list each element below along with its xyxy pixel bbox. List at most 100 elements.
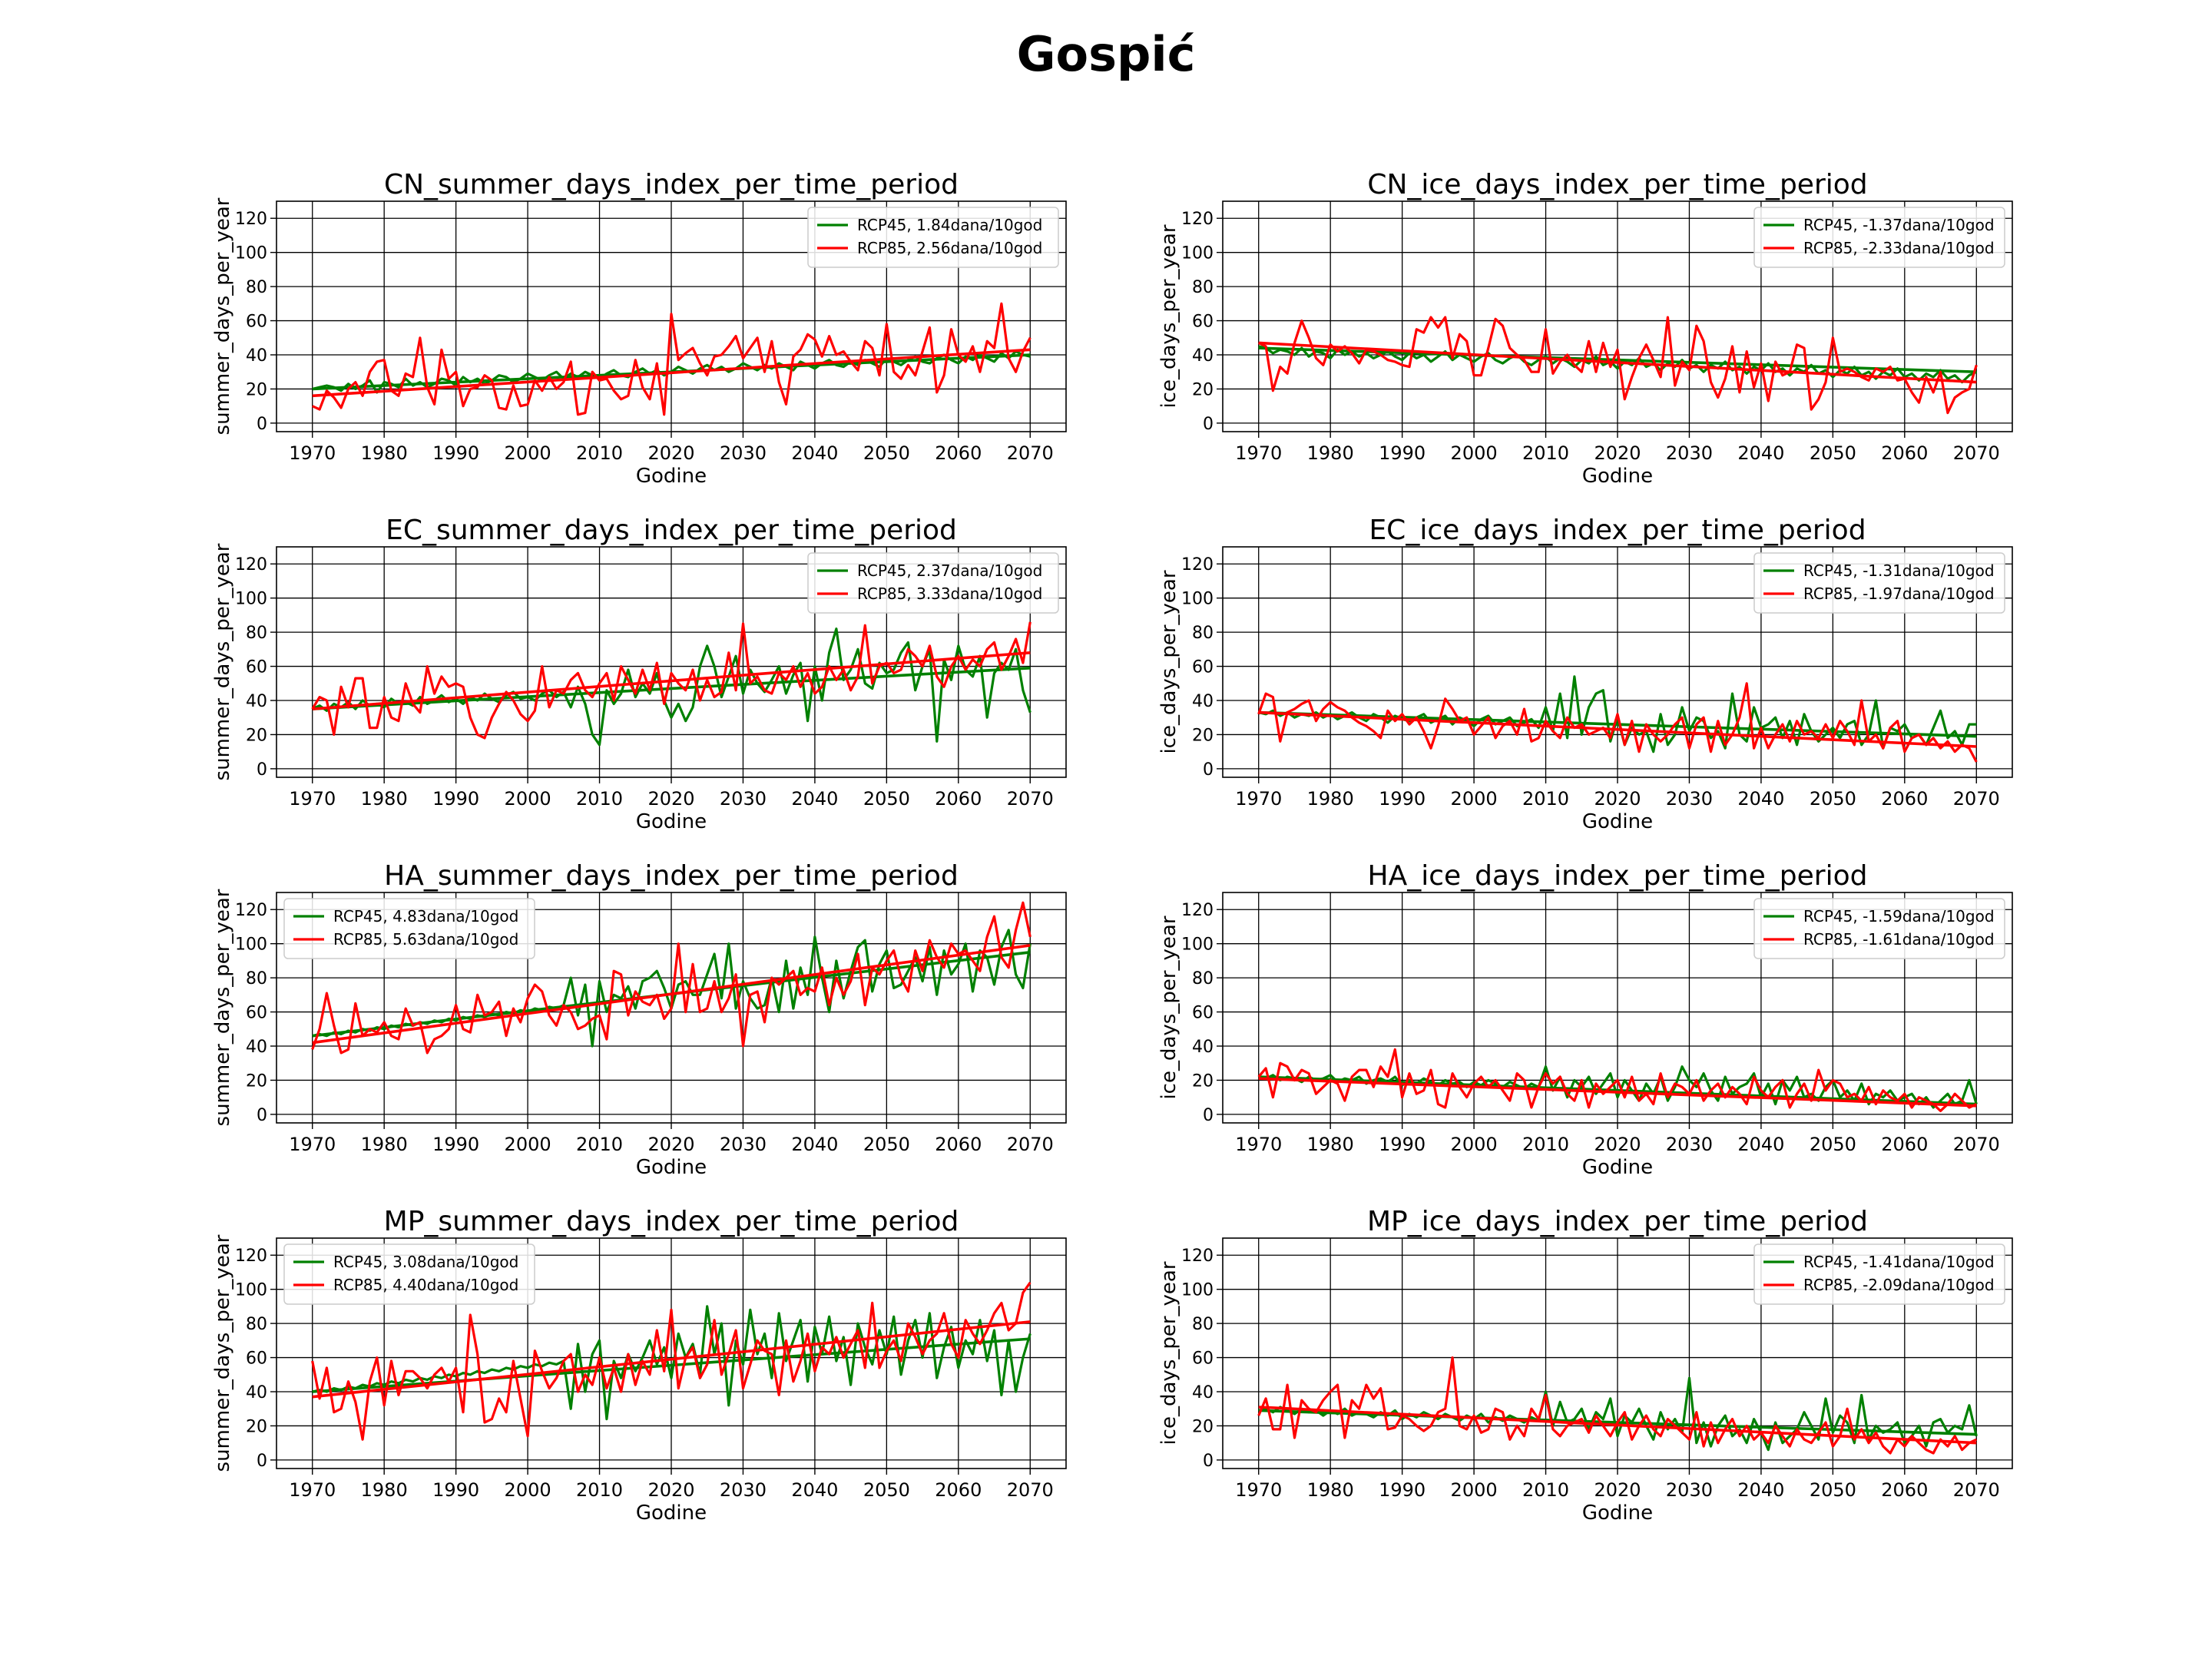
y-tick-label: 0 <box>257 760 267 780</box>
x-tick-label: 1980 <box>361 442 408 464</box>
y-tick-label: 0 <box>257 1452 267 1471</box>
y-tick-label: 0 <box>1203 1452 1214 1471</box>
x-tick-label: 2030 <box>1666 1134 1713 1155</box>
legend-label: RCP45, -1.59dana/10god <box>1803 907 1995 926</box>
x-tick-label: 1980 <box>1307 442 1354 464</box>
y-tick-label: 0 <box>1203 415 1214 434</box>
y-tick-label: 40 <box>1192 1383 1214 1402</box>
x-tick-label: 2070 <box>1007 788 1054 810</box>
x-tick-label: 2010 <box>1522 1134 1569 1155</box>
x-tick-label: 2020 <box>647 442 694 464</box>
x-tick-label: 2030 <box>720 442 767 464</box>
x-tick-label: 2010 <box>1522 442 1569 464</box>
x-tick-label: 2070 <box>1007 1479 1054 1501</box>
panel-title: MP_ice_days_index_per_time_period <box>1367 1206 1868 1237</box>
x-tick-label: 2070 <box>1953 1134 2000 1155</box>
y-tick-label: 20 <box>1192 726 1214 745</box>
x-tick-label: 2040 <box>1737 442 1784 464</box>
legend-label: RCP85, -1.61dana/10god <box>1803 930 1995 949</box>
y-tick-label: 80 <box>1192 278 1214 297</box>
y-tick-label: 100 <box>235 244 267 263</box>
panel-title: CN_summer_days_index_per_time_period <box>384 169 959 200</box>
x-axis-label: Godine <box>636 1502 707 1525</box>
chart-panel-EC_ice: EC_ice_days_index_per_time_period 1970 198… <box>1157 515 2013 833</box>
y-tick-label: 80 <box>1192 969 1214 988</box>
x-tick-label: 1990 <box>1379 1134 1426 1155</box>
x-tick-label: 2000 <box>505 442 551 464</box>
y-tick-label: 60 <box>1192 1349 1214 1369</box>
trend-line-0 <box>312 666 1031 710</box>
x-tick-label: 1980 <box>361 1479 408 1501</box>
x-tick-label: 2030 <box>1666 442 1713 464</box>
x-tick-label: 1990 <box>1379 1479 1426 1501</box>
x-tick-label: 2000 <box>505 1134 551 1155</box>
x-tick-label: 2070 <box>1953 442 2000 464</box>
x-tick-label: 2070 <box>1007 1134 1054 1155</box>
x-tick-label: 2040 <box>791 1479 838 1501</box>
x-tick-label: 1970 <box>1235 1134 1282 1155</box>
y-tick-label: 80 <box>1192 1315 1214 1334</box>
panel-title: CN_ice_days_index_per_time_period <box>1367 169 1867 200</box>
x-tick-label: 2010 <box>1522 788 1569 810</box>
x-tick-label: 2040 <box>791 1134 838 1155</box>
series-line-1 <box>1257 682 1978 763</box>
x-tick-label: 2000 <box>505 788 551 810</box>
x-tick-label: 1970 <box>1235 788 1282 810</box>
x-tick-label: 1980 <box>1307 788 1354 810</box>
y-axis-label: summer_days_per_year <box>211 889 234 1126</box>
y-tick-label: 80 <box>246 1315 267 1334</box>
x-tick-label: 2020 <box>1594 1479 1641 1501</box>
x-tick-label: 2030 <box>720 788 767 810</box>
legend-label: RCP45, 1.84dana/10god <box>857 216 1042 234</box>
x-tick-label: 1990 <box>432 1479 479 1501</box>
trend-line-1 <box>1258 1406 1977 1445</box>
x-tick-label: 2060 <box>935 442 982 464</box>
legend-label: RCP45, -1.41dana/10god <box>1803 1253 1995 1271</box>
x-tick-label: 2060 <box>935 1479 982 1501</box>
x-tick-label: 2070 <box>1953 1479 2000 1501</box>
y-tick-label: 100 <box>235 935 267 955</box>
y-tick-label: 120 <box>235 210 267 229</box>
x-axis-label: Godine <box>636 810 707 833</box>
x-tick-label: 1980 <box>1307 1479 1354 1501</box>
chart-panel-EC_summer: EC_summer_days_index_per_time_period 1970… <box>211 515 1067 833</box>
x-tick-label: 2060 <box>935 788 982 810</box>
x-tick-label: 1970 <box>289 788 336 810</box>
x-tick-label: 2030 <box>1666 1479 1713 1501</box>
legend-box <box>807 552 1059 614</box>
trend-line-0 <box>312 1337 1031 1393</box>
x-tick-label: 1980 <box>361 788 408 810</box>
legend-box <box>1753 207 2005 268</box>
x-tick-label: 2040 <box>1737 1134 1784 1155</box>
y-tick-label: 0 <box>1203 760 1214 780</box>
y-axis-label: ice_days_per_year <box>1157 570 1181 753</box>
panel-title: HA_summer_days_index_per_time_period <box>384 860 959 892</box>
x-tick-label: 1970 <box>289 1479 336 1501</box>
x-axis-label: Godine <box>1582 810 1653 833</box>
x-tick-label: 2030 <box>720 1479 767 1501</box>
x-tick-label: 2040 <box>1737 1479 1784 1501</box>
x-tick-label: 1970 <box>1235 1479 1282 1501</box>
x-tick-label: 2060 <box>1881 1479 1928 1501</box>
legend-label: RCP85, -2.09dana/10god <box>1803 1276 1995 1294</box>
chart-panel-MP_summer: MP_summer_days_index_per_time_period 1970… <box>211 1206 1067 1525</box>
series-line-1 <box>311 901 1031 1055</box>
y-tick-label: 20 <box>246 1071 267 1091</box>
legend-label: RCP45, -1.37dana/10god <box>1803 216 1995 234</box>
x-tick-label: 2060 <box>1881 788 1928 810</box>
y-tick-label: 40 <box>246 346 267 366</box>
y-tick-label: 40 <box>1192 1038 1214 1057</box>
y-tick-label: 120 <box>235 901 267 920</box>
x-tick-label: 2060 <box>935 1134 982 1155</box>
chart-panel-HA_summer: HA_summer_days_index_per_time_period 1970… <box>211 860 1067 1179</box>
x-tick-label: 2040 <box>791 788 838 810</box>
x-tick-label: 1980 <box>1307 1134 1354 1155</box>
legend-label: RCP85, 2.56dana/10god <box>857 239 1042 257</box>
trend-line-1 <box>1258 710 1977 748</box>
legend-label: RCP85, -1.97dana/10god <box>1803 584 1995 603</box>
legend-label: RCP85, 5.63dana/10god <box>333 930 518 949</box>
x-axis-label: Godine <box>1582 1502 1653 1525</box>
y-tick-label: 40 <box>1192 346 1214 366</box>
y-tick-label: 20 <box>246 1417 267 1436</box>
x-tick-label: 2000 <box>505 1479 551 1501</box>
